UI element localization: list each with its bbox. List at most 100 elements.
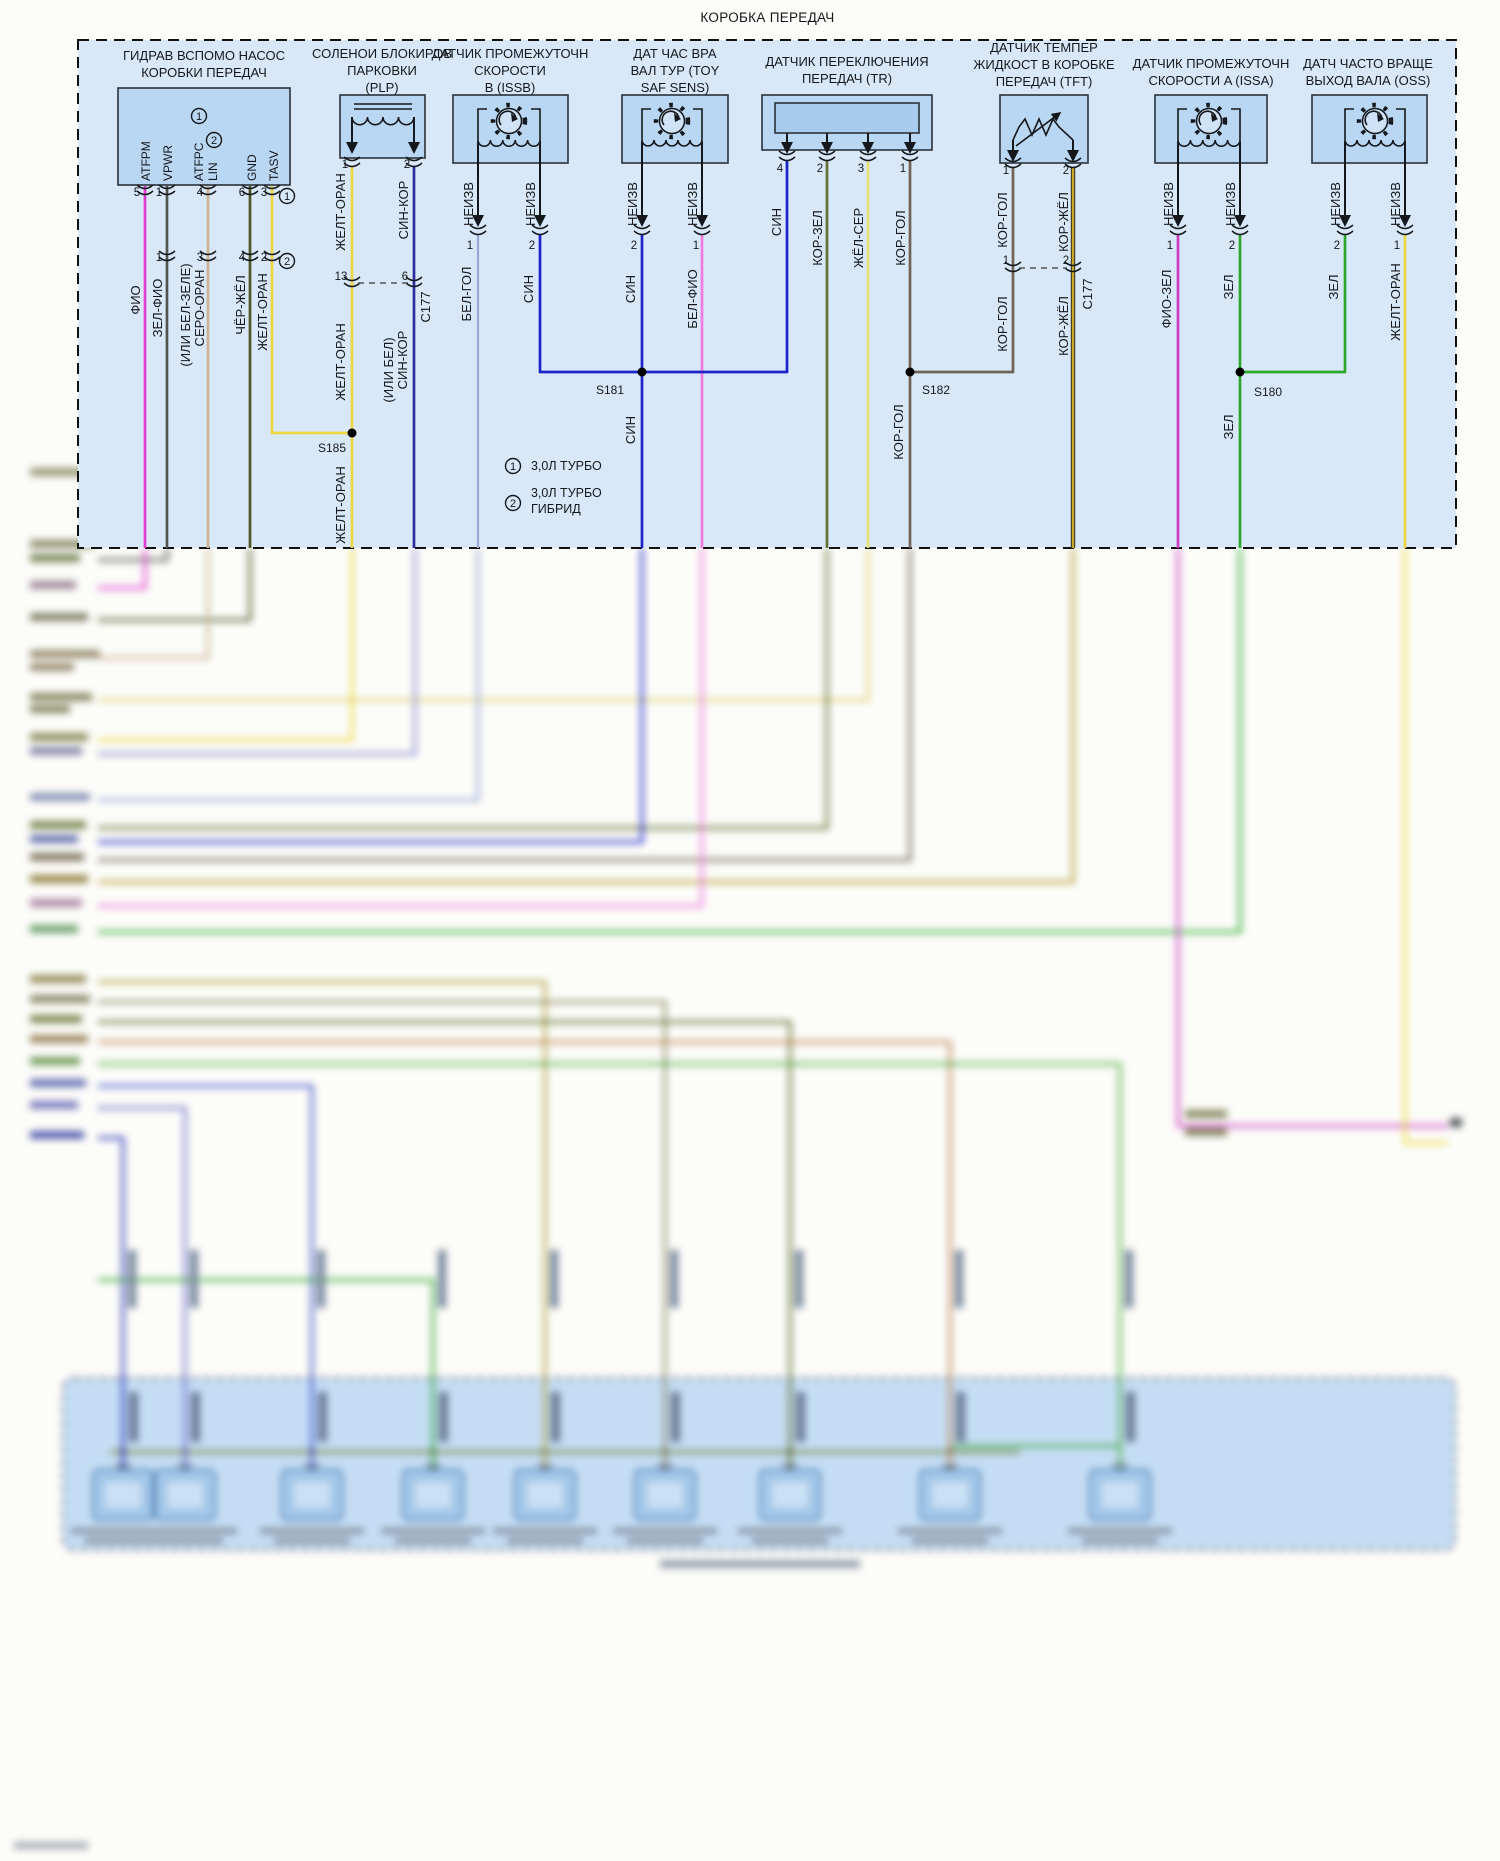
wire-label: КОР-ГОЛ [891, 404, 906, 459]
wire [98, 1278, 435, 1378]
sensor-coil-icon [477, 139, 541, 147]
wire [98, 548, 210, 660]
blurred-label [30, 1079, 86, 1087]
wire-label: НЕИЗВ [1161, 182, 1176, 226]
blurred-label [30, 995, 90, 1003]
wire [98, 548, 912, 862]
blurred-caption [1082, 1538, 1158, 1544]
blurred-label [30, 1015, 82, 1023]
wire-label: 1 [900, 163, 906, 175]
blurred-wire-name [550, 1250, 558, 1308]
wire-label: 2 [1229, 240, 1235, 252]
wire-label: 3,0Л ТУРБО [531, 486, 602, 500]
wire-label: НЕИЗВ [1388, 182, 1403, 226]
wire-label: СИН [623, 416, 638, 444]
footnote-number: 2 [284, 256, 290, 268]
wire-label: НЕИЗВ [461, 182, 476, 226]
wire [98, 548, 354, 742]
blurred-label [30, 650, 100, 658]
wire [538, 235, 642, 374]
connector-break-icon [1064, 157, 1082, 169]
wire-label: ЖЁЛ-СЕР [851, 208, 866, 268]
blurred-label [30, 853, 84, 861]
wire-label: КОР-ГОЛ [893, 210, 908, 265]
wire-label: ATFPM [139, 141, 153, 181]
connector-break-icon [818, 150, 836, 162]
wire [98, 1020, 792, 1378]
wire-label: 1 [1003, 165, 1009, 177]
wire-label: 2 [1334, 240, 1340, 252]
wire-label: 1 [156, 252, 162, 264]
connector-break-icon [782, 1463, 798, 1469]
wire-label: TASV [267, 151, 281, 181]
blurred-label [30, 581, 76, 589]
sensor-wheel-icon [1195, 107, 1223, 135]
blurred-caption [395, 1538, 471, 1544]
blurred-pin-label [956, 1392, 965, 1442]
footnote-number: 1 [510, 461, 516, 473]
connector-break-icon [115, 1463, 131, 1469]
wire [98, 548, 417, 756]
wire-label: БЕЛ-ФИО [685, 269, 700, 328]
blurred-caption [752, 1538, 828, 1544]
blurred-pin-label [318, 1392, 327, 1442]
footnote-circle-icon [278, 252, 296, 270]
blurred-label [30, 663, 74, 671]
connector-break-icon [425, 1463, 441, 1469]
wire-label: НЕИЗВ [1223, 182, 1238, 226]
wire-label: 2 [817, 163, 823, 175]
blurred-caption [133, 1528, 237, 1534]
connector-break-icon [633, 224, 651, 236]
wire-label: СИН-КОР [396, 181, 411, 240]
connector-break-icon [1336, 224, 1354, 236]
wire-label: ЗЕЛ [1221, 274, 1236, 299]
wire-label: 2 [631, 240, 637, 252]
blurred-wire-name [795, 1250, 803, 1308]
blurred-pin-label [671, 1392, 680, 1442]
wire [98, 980, 547, 1378]
wire-label: (ИЛИ БЕЛ-ЗЕЛЕ) [178, 263, 193, 366]
footnote-number: 1 [284, 191, 290, 203]
wire-label: НЕИЗВ [523, 182, 538, 226]
wire-label: ДАТЧИК ПЕРЕКЛЮЧЕНИЯ [765, 54, 928, 69]
connector-break-icon [1396, 224, 1414, 236]
wire-label: 1 [342, 159, 348, 171]
wire-label: КОР-ЗЕЛ [810, 210, 825, 266]
diagram-title: КОРОБКА ПЕРЕДАЧ [700, 10, 835, 25]
wire-label: ЖЕЛТ-ОРАН [333, 466, 348, 543]
wire-label: ЖЕЛТ-ОРАН [1388, 263, 1403, 340]
blurred-label [30, 693, 92, 701]
connector-box-inner [102, 1479, 144, 1511]
blurred-watermark [14, 1842, 88, 1849]
connector-break-icon [1004, 261, 1022, 273]
blurred-pin-label [439, 1392, 448, 1442]
wire [270, 186, 352, 435]
connector-break-icon [859, 150, 877, 162]
blurred-wire-name [670, 1250, 678, 1308]
wire [98, 1106, 187, 1378]
wire-label: ФИО-ЗЕЛ [1159, 270, 1174, 329]
sensor-coil-icon [1177, 139, 1241, 147]
blurred-caption [381, 1528, 485, 1534]
wire-label: 2 [1063, 255, 1069, 267]
wire-label: НЕИЗВ [685, 182, 700, 226]
wire-label: S182 [922, 383, 950, 397]
splice-dot [637, 367, 647, 377]
wire-label: 6 [402, 271, 408, 283]
connector-break-icon [199, 184, 217, 196]
blurred-footer-caption [660, 1560, 860, 1568]
block-pump [117, 87, 291, 186]
blurred-caption [912, 1538, 988, 1544]
blurred-pin-label [129, 1392, 138, 1442]
wire-label: 2 [261, 252, 267, 264]
wire-label: СИН [769, 208, 784, 236]
wire-label: 1 [1394, 240, 1400, 252]
sensor-wheel-icon [658, 107, 686, 135]
blurred-label [30, 835, 78, 843]
wire-label: ДАТЧИК ПРОМЕЖУТОЧН [432, 46, 589, 61]
wire-label: 1 [467, 240, 473, 252]
wire-label: 2 [529, 240, 535, 252]
wire-label: СОЛЕНОИ БЛОКИРОВ [312, 46, 452, 61]
